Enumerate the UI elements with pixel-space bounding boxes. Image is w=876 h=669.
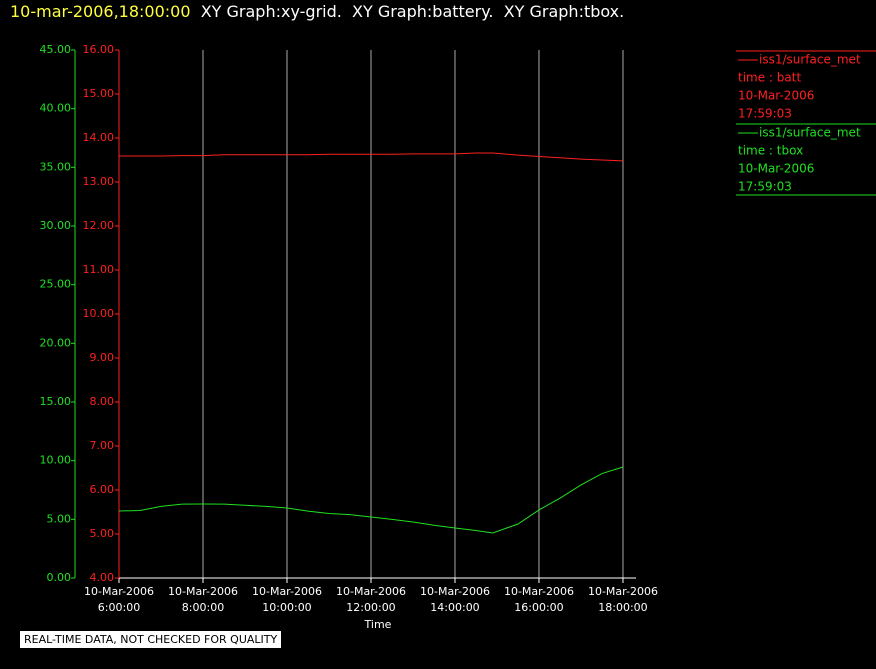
y-tick-label: 5.00 (47, 512, 72, 525)
y2-tick-label: 6.00 (90, 483, 115, 496)
y-tick-label: 25.00 (40, 278, 72, 291)
x-axis-label: Time (364, 618, 392, 631)
chart-title: 10-mar-2006,18:00:00 (10, 2, 191, 21)
legend-label: iss1/surface_met (759, 53, 861, 67)
y-tick-label: 40.00 (40, 102, 72, 115)
y-tick-label: 10.00 (40, 454, 72, 467)
y2-tick-label: 14.00 (83, 131, 115, 144)
x-tick-label: 10-Mar-2006 6:00:00 (84, 585, 154, 614)
chart-subtitle: XY Graph:xy-grid. XY Graph:battery. XY G… (200, 2, 625, 21)
y2-tick-label: 8.00 (90, 395, 115, 408)
y-tick-label: 0.00 (47, 571, 72, 584)
footer-note: REAL-TIME DATA, NOT CHECKED FOR QUALITY (20, 631, 282, 648)
y2-tick-label: 4.00 (90, 571, 115, 584)
y2-tick-label: 9.00 (90, 351, 115, 364)
legend-label: iss1/surface_met (759, 126, 861, 140)
y-tick-label: 35.00 (40, 160, 72, 173)
y2-tick-label: 16.00 (83, 43, 115, 56)
data-line (119, 152, 624, 162)
legend-detail: 17:59:03 (738, 180, 792, 194)
legend-detail: 17:59:03 (738, 107, 792, 121)
y2-tick-label: 13.00 (83, 175, 115, 188)
x-tick-label: 10-Mar-2006 8:00:00 (167, 585, 238, 614)
legend-detail: time : tbox (738, 144, 803, 158)
legend-detail: 10-Mar-2006 (738, 89, 814, 103)
legend-detail: time : batt (738, 71, 801, 85)
y-tick-label: 15.00 (40, 395, 72, 408)
y-tick-label: 30.00 (40, 219, 72, 232)
x-tick-label: 10-Mar-2006 12:00:00 (335, 585, 406, 614)
y2-tick-label: 11.00 (83, 263, 115, 276)
data-line (118, 466, 624, 534)
header: 10-mar-2006,18:00:00 XY Graph:xy-grid. X… (10, 2, 624, 21)
y2-tick-label: 5.00 (90, 527, 115, 540)
y2-tick-label: 12.00 (83, 219, 115, 232)
x-tick-label: 10-Mar-2006 18:00:00 (587, 585, 658, 614)
y2-tick-label: 15.00 (83, 87, 115, 100)
x-tick-label: 10-Mar-2006 10:00:00 (251, 585, 322, 614)
y2-tick-label: 7.00 (90, 439, 115, 452)
y-tick-label: 45.00 (40, 43, 72, 56)
x-tick-label: 10-Mar-2006 14:00:00 (419, 585, 490, 614)
y2-tick-label: 10.00 (83, 307, 115, 320)
y-tick-label: 20.00 (40, 336, 72, 349)
legend-detail: 10-Mar-2006 (738, 162, 814, 176)
x-tick-label: 10-Mar-2006 16:00:00 (503, 585, 574, 614)
